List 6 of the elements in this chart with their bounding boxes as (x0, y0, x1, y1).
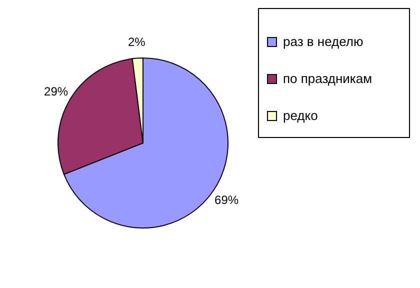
legend-label: редко (283, 108, 318, 123)
data-label: 2% (128, 35, 146, 50)
data-label: 29% (44, 84, 68, 99)
data-label: 69% (214, 192, 239, 207)
legend-label: по праздникам (283, 71, 372, 86)
legend-label: раз в неделю (283, 34, 364, 49)
